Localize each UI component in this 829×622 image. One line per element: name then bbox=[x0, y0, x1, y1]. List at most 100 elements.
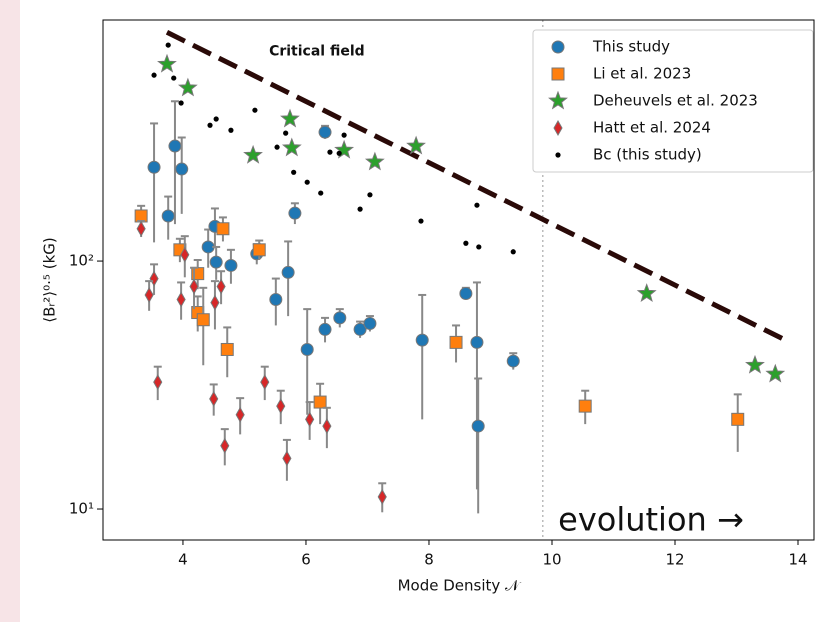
data-point bbox=[260, 374, 270, 391]
data-point bbox=[168, 139, 182, 153]
data-point bbox=[252, 107, 258, 113]
legend-label: Li et al. 2023 bbox=[593, 65, 691, 83]
data-point bbox=[228, 127, 234, 133]
data-point bbox=[269, 292, 283, 306]
data-point bbox=[276, 398, 286, 415]
y-tick-label: 10¹ bbox=[69, 500, 94, 518]
x-tick-label: 6 bbox=[301, 551, 311, 569]
data-point bbox=[341, 132, 347, 138]
data-point bbox=[151, 72, 157, 78]
data-point bbox=[196, 313, 210, 327]
legend-marker bbox=[555, 152, 561, 158]
data-point bbox=[353, 322, 367, 336]
x-axis-label: Mode Density 𝒩 bbox=[398, 577, 522, 595]
data-point bbox=[243, 144, 263, 164]
data-point bbox=[147, 160, 161, 174]
data-point bbox=[578, 399, 592, 413]
data-point bbox=[364, 151, 385, 171]
legend-marker bbox=[553, 119, 563, 137]
data-point bbox=[322, 418, 332, 435]
data-point bbox=[745, 354, 765, 374]
data-point bbox=[180, 246, 190, 263]
data-point bbox=[471, 419, 485, 433]
data-point bbox=[220, 437, 230, 454]
data-point bbox=[177, 77, 198, 97]
data-point bbox=[363, 317, 377, 331]
legend-label: This study bbox=[592, 38, 670, 56]
legend-marker bbox=[551, 40, 565, 54]
data-point bbox=[415, 333, 429, 347]
data-point bbox=[318, 125, 332, 139]
data-point bbox=[506, 354, 520, 368]
x-tick-label: 12 bbox=[665, 551, 684, 569]
y-axis-label: ⟨Bᵣ²⟩⁰·⁵ (kG) bbox=[41, 237, 59, 322]
data-point bbox=[176, 291, 186, 308]
y-tick-label: 10² bbox=[69, 252, 94, 270]
data-point bbox=[367, 192, 373, 198]
data-point bbox=[209, 255, 223, 269]
data-point bbox=[377, 488, 387, 505]
data-point bbox=[418, 218, 424, 224]
data-point bbox=[305, 411, 315, 428]
legend-marker bbox=[551, 67, 565, 81]
data-point bbox=[252, 243, 266, 257]
data-point bbox=[213, 116, 219, 122]
data-point bbox=[459, 286, 473, 300]
data-point bbox=[470, 335, 484, 349]
data-point bbox=[175, 162, 189, 176]
data-point bbox=[406, 135, 426, 155]
data-point bbox=[318, 322, 332, 336]
data-point bbox=[313, 395, 327, 409]
legend-label: Deheuvels et al. 2023 bbox=[593, 92, 758, 110]
data-point bbox=[474, 202, 480, 208]
data-point bbox=[281, 137, 302, 157]
data-point bbox=[216, 222, 230, 236]
data-point bbox=[281, 265, 295, 279]
legend-box bbox=[532, 29, 814, 173]
evolution-label: evolution → bbox=[558, 501, 744, 539]
data-point bbox=[334, 139, 355, 159]
data-point bbox=[235, 406, 245, 423]
data-point bbox=[153, 374, 163, 391]
data-point bbox=[463, 240, 469, 246]
data-point bbox=[288, 206, 302, 220]
x-tick-label: 10 bbox=[542, 551, 561, 569]
data-point bbox=[304, 179, 310, 185]
data-point bbox=[171, 75, 177, 81]
data-point bbox=[178, 100, 184, 106]
data-point bbox=[157, 53, 177, 73]
x-tick-label: 14 bbox=[788, 551, 807, 569]
data-point bbox=[280, 108, 300, 128]
data-point bbox=[449, 335, 463, 349]
data-point bbox=[333, 311, 347, 325]
x-tick-label: 4 bbox=[178, 551, 188, 569]
axes-frame bbox=[102, 19, 815, 541]
data-point bbox=[291, 169, 297, 175]
data-point bbox=[224, 258, 238, 272]
data-point bbox=[210, 294, 220, 311]
x-tick-label: 8 bbox=[424, 551, 434, 569]
critical-field-label: Critical field bbox=[269, 44, 365, 60]
data-point bbox=[136, 220, 146, 237]
legend-label: Hatt et al. 2024 bbox=[593, 119, 711, 137]
data-point bbox=[165, 42, 171, 48]
data-point bbox=[209, 390, 219, 407]
data-point bbox=[274, 144, 280, 150]
data-point bbox=[357, 206, 363, 212]
data-point bbox=[189, 278, 199, 295]
data-point bbox=[731, 412, 745, 426]
legend-marker bbox=[548, 90, 568, 110]
data-point bbox=[510, 249, 516, 255]
data-point bbox=[207, 122, 213, 128]
data-point bbox=[144, 286, 154, 303]
data-point bbox=[216, 278, 226, 295]
data-point bbox=[149, 270, 159, 287]
data-point bbox=[282, 450, 292, 467]
legend-label: Bc (this study) bbox=[593, 146, 702, 164]
data-point bbox=[765, 363, 786, 383]
data-point bbox=[327, 149, 333, 155]
data-point bbox=[220, 342, 234, 356]
data-point bbox=[283, 130, 289, 136]
data-point bbox=[636, 283, 657, 302]
